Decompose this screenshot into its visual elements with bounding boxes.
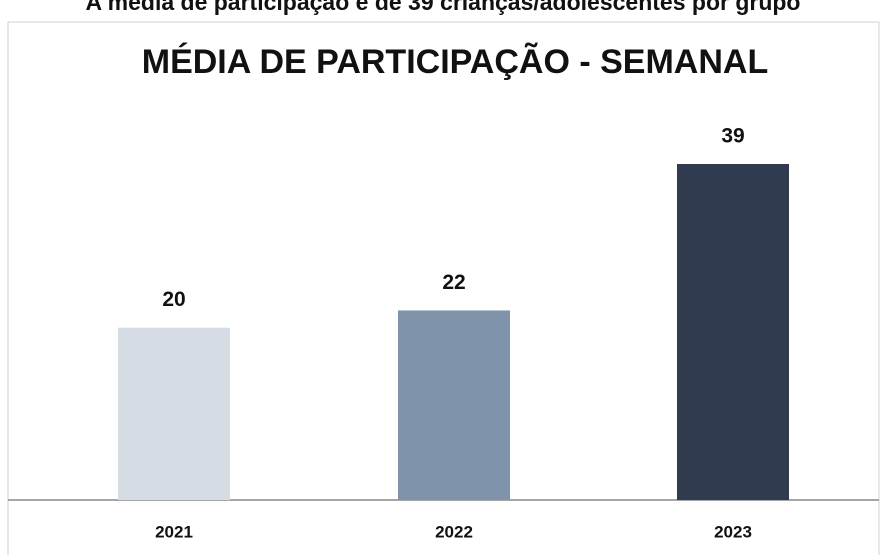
value-label: 22 xyxy=(442,271,465,294)
caption: A média de participação é de 39 crianças… xyxy=(86,0,801,15)
x-tick-label: 2021 xyxy=(155,522,193,541)
chart-title: MÉDIA DE PARTICIPAÇÃO - SEMANAL xyxy=(142,43,768,81)
bar xyxy=(398,310,510,500)
x-tick-label: 2022 xyxy=(435,522,473,541)
value-label: 20 xyxy=(162,288,185,311)
value-label: 39 xyxy=(721,125,744,148)
bar xyxy=(677,164,789,500)
bar xyxy=(118,327,230,500)
x-tick-label: 2023 xyxy=(714,522,752,541)
